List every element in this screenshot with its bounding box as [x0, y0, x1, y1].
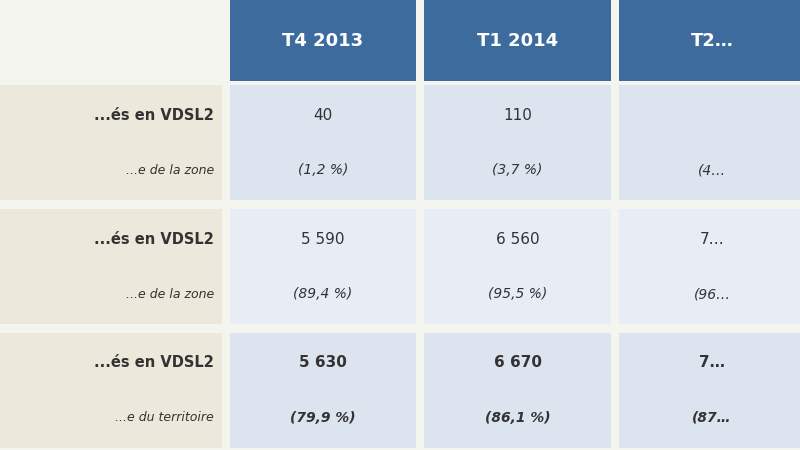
- Text: (86,1 %): (86,1 %): [485, 411, 550, 425]
- Text: 6 560: 6 560: [496, 232, 539, 247]
- Text: (79,9 %): (79,9 %): [290, 411, 356, 425]
- Text: (3,7 %): (3,7 %): [492, 163, 542, 177]
- Text: ...e de la zone: ...e de la zone: [126, 288, 214, 301]
- Bar: [230, 333, 416, 448]
- Text: (89,4 %): (89,4 %): [294, 287, 353, 301]
- Text: ...e de la zone: ...e de la zone: [126, 164, 214, 177]
- Text: 6 670: 6 670: [494, 356, 542, 370]
- Text: T1 2014: T1 2014: [477, 32, 558, 50]
- Bar: [0, 209, 222, 324]
- Bar: [230, 209, 416, 324]
- Text: ...és en VDSL2: ...és en VDSL2: [94, 232, 214, 247]
- Text: ...e du territoire: ...e du territoire: [115, 411, 214, 424]
- Text: (1,2 %): (1,2 %): [298, 163, 348, 177]
- Text: T4 2013: T4 2013: [282, 32, 363, 50]
- Bar: [618, 333, 800, 448]
- Text: 40: 40: [314, 108, 333, 123]
- Text: (96…: (96…: [694, 287, 730, 301]
- Text: ...és en VDSL2: ...és en VDSL2: [94, 356, 214, 370]
- Text: 110: 110: [503, 108, 532, 123]
- Text: (87…: (87…: [692, 411, 732, 425]
- Bar: [618, 209, 800, 324]
- Bar: [618, 0, 800, 81]
- Text: 7…: 7…: [700, 232, 725, 247]
- Bar: [424, 209, 611, 324]
- Text: (4…: (4…: [698, 163, 726, 177]
- Bar: [424, 333, 611, 448]
- Bar: [424, 0, 611, 81]
- Text: T2…: T2…: [690, 32, 734, 50]
- Bar: [618, 86, 800, 200]
- Text: 5 630: 5 630: [299, 356, 347, 370]
- Bar: [0, 333, 222, 448]
- Bar: [230, 0, 416, 81]
- Text: ...és en VDSL2: ...és en VDSL2: [94, 108, 214, 123]
- Bar: [230, 86, 416, 200]
- Bar: [0, 86, 222, 200]
- Text: 5 590: 5 590: [302, 232, 345, 247]
- Bar: [424, 86, 611, 200]
- Text: 7…: 7…: [699, 356, 725, 370]
- Text: (95,5 %): (95,5 %): [488, 287, 547, 301]
